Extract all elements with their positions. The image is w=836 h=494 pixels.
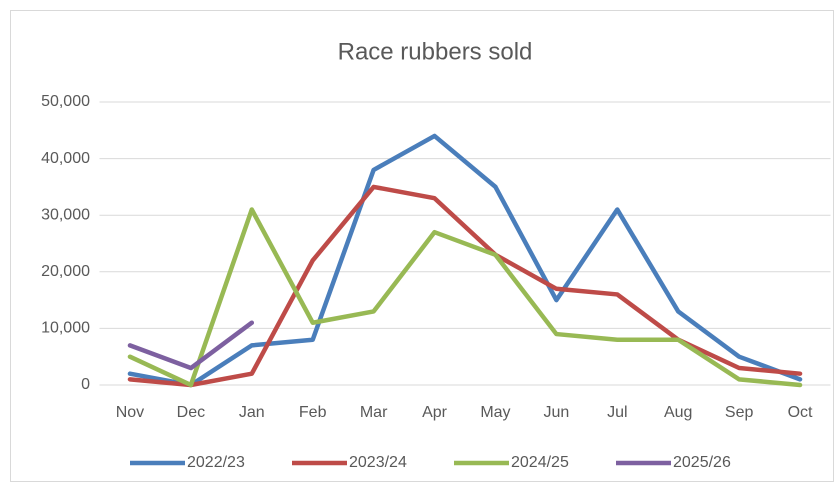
y-tick-label: 10,000 [41,320,90,337]
line-series [127,133,803,388]
y-tick-label: 30,000 [41,206,90,223]
legend-label: 2023/24 [349,454,407,471]
line-series [127,207,803,388]
chart-title: Race rubbers sold [338,38,533,65]
x-tick-label: Aug [664,404,692,421]
line-series [127,320,255,371]
x-tick-label: Jan [239,404,265,421]
x-tick-label: Dec [177,404,205,421]
x-tick-label: May [480,404,510,421]
legend-label: 2024/25 [511,454,569,471]
x-tick-label: Jun [543,404,569,421]
x-tick-label: Mar [360,404,388,421]
x-tick-label: Oct [788,404,813,421]
y-tick-label: 20,000 [41,263,90,280]
x-tick-label: Nov [116,404,144,421]
x-tick-label: Feb [299,404,327,421]
legend-label: 2022/23 [187,454,245,471]
x-tick-label: Jul [607,404,627,421]
y-tick-label: 0 [81,376,90,393]
legend-label: 2025/26 [673,454,731,471]
x-tick-label: Apr [422,404,448,421]
y-tick-label: 50,000 [41,93,90,110]
x-tick-label: Sep [725,404,754,421]
y-tick-label: 40,000 [41,150,90,167]
